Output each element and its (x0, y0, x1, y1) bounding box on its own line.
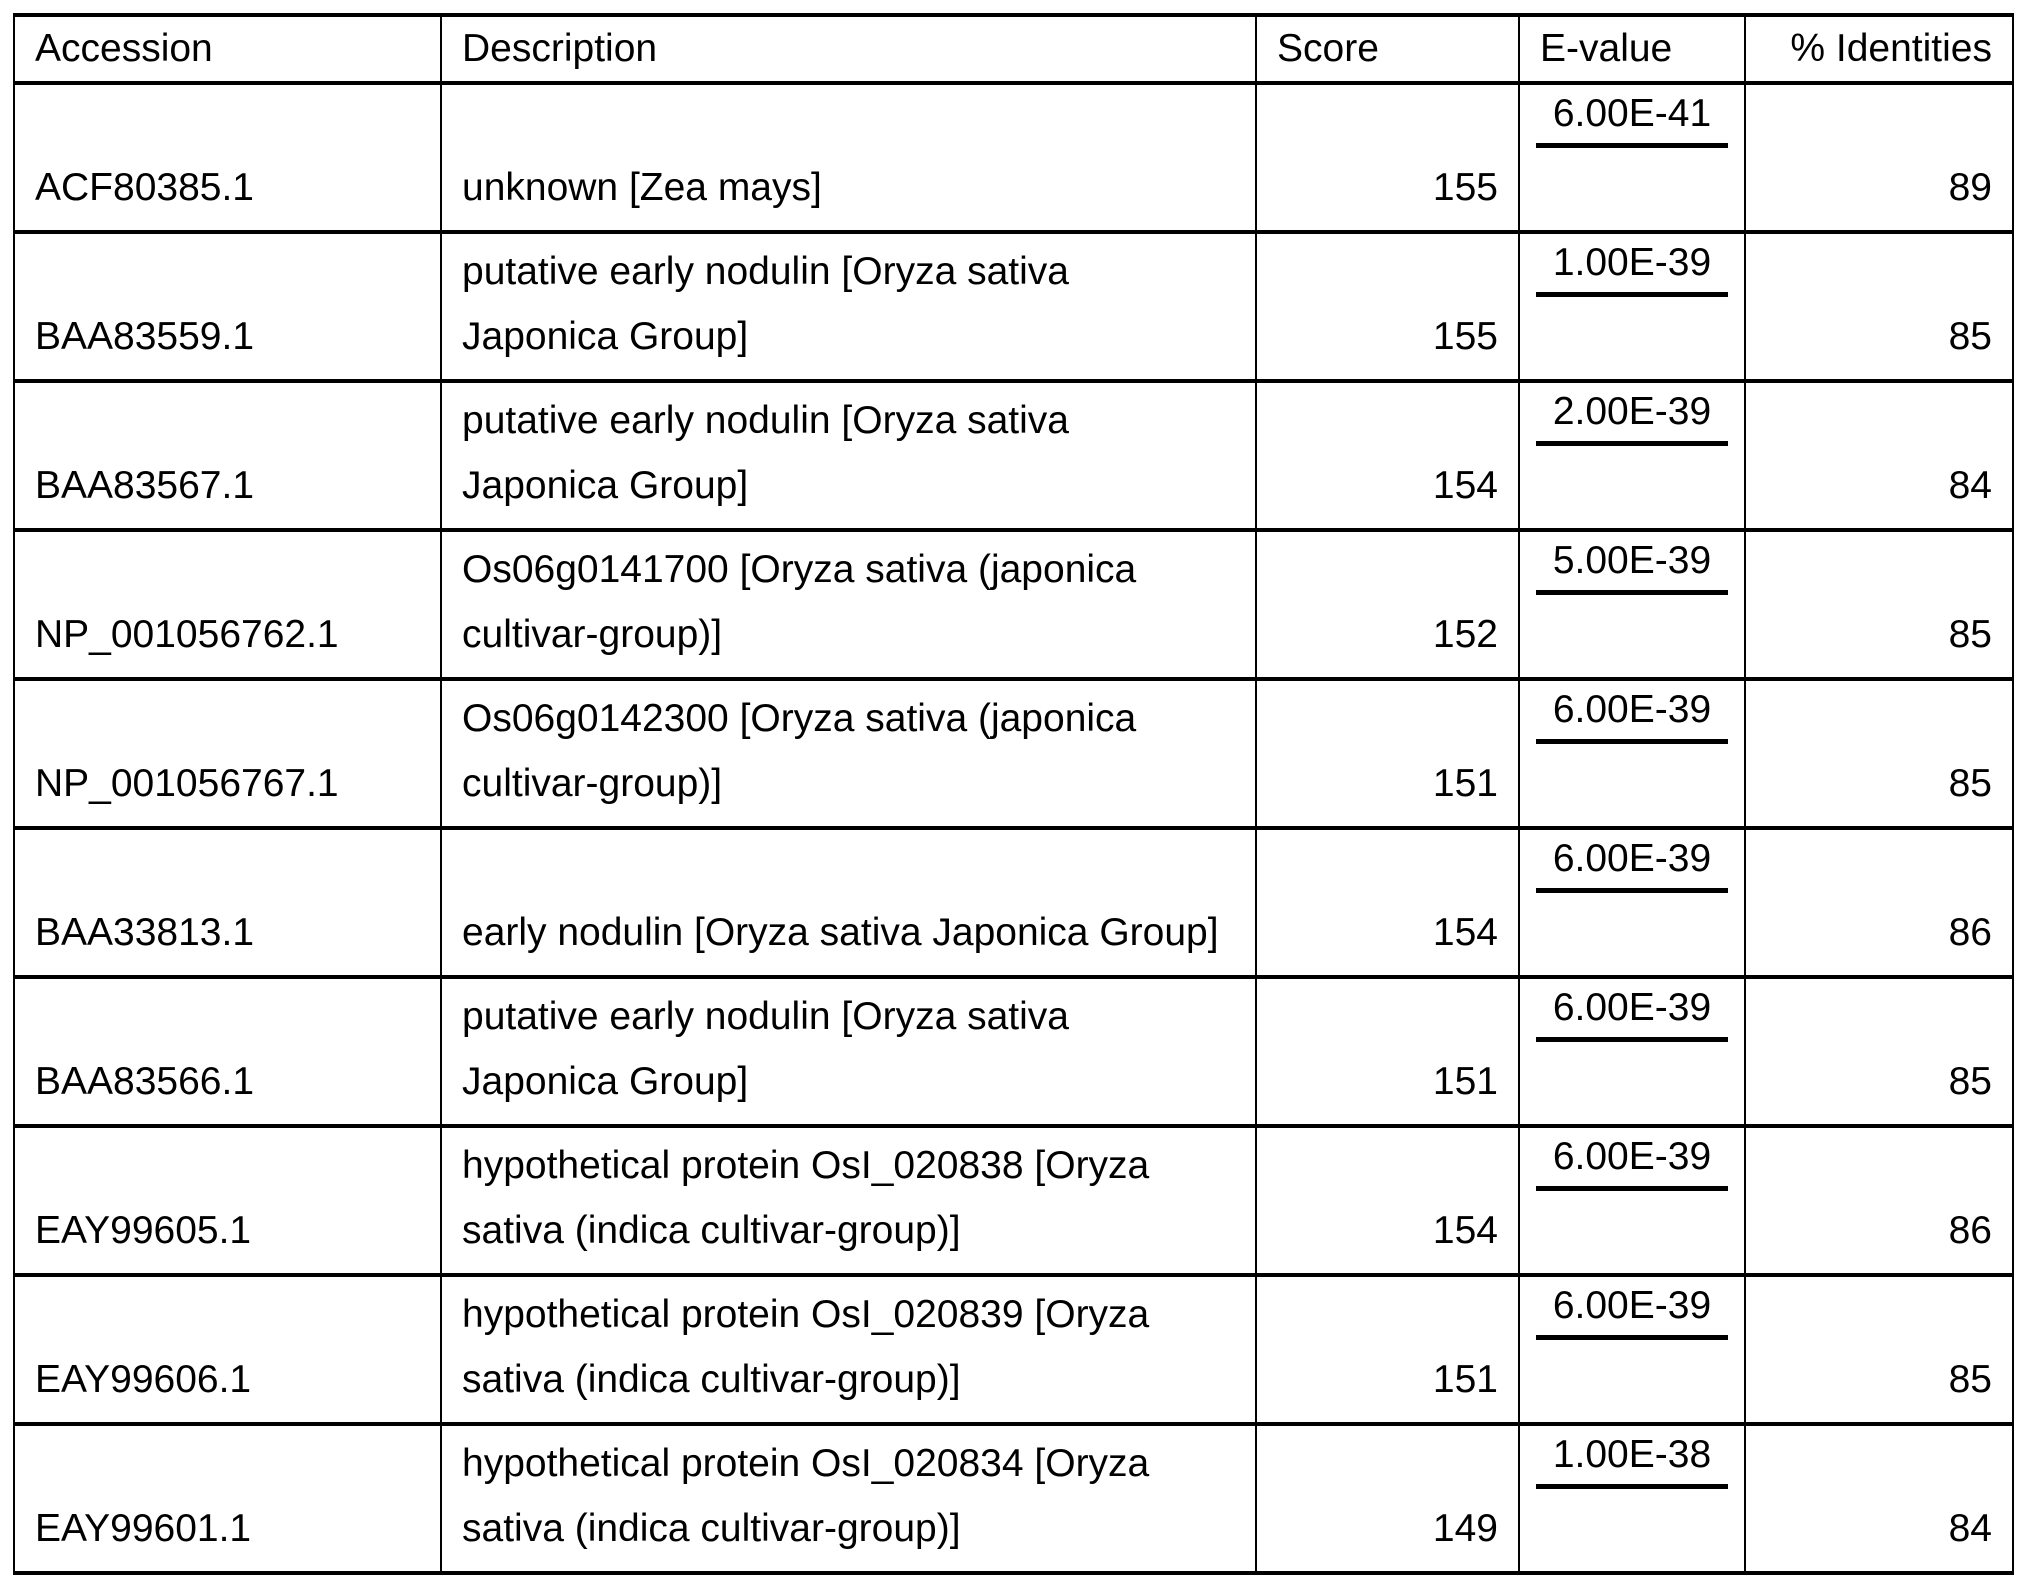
blast-results-table: Accession Description Score E-value % Id… (13, 13, 2014, 1575)
evalue-value: 5.00E-39 (1536, 532, 1728, 595)
accession-cell: BAA83559.1 (14, 232, 441, 381)
accession-cell: EAY99606.1 (14, 1275, 441, 1424)
score-cell: 151 (1256, 977, 1519, 1126)
score-cell: 151 (1256, 1275, 1519, 1424)
evalue-cell: 1.00E-38 (1519, 1424, 1745, 1573)
accession-cell: EAY99601.1 (14, 1424, 441, 1573)
evalue-cell: 6.00E-39 (1519, 1275, 1745, 1424)
identities-cell: 89 (1745, 83, 2013, 232)
evalue-cell: 6.00E-39 (1519, 1126, 1745, 1275)
accession-cell: BAA33813.1 (14, 828, 441, 977)
evalue-value: 6.00E-39 (1536, 830, 1728, 893)
evalue-value: 1.00E-38 (1536, 1426, 1728, 1489)
identities-cell: 85 (1745, 1275, 2013, 1424)
table-row: NP_001056767.1Os06g0142300 [Oryza sativa… (14, 679, 2013, 828)
score-cell: 154 (1256, 381, 1519, 530)
evalue-value: 6.00E-41 (1536, 85, 1728, 148)
score-cell: 149 (1256, 1424, 1519, 1573)
identities-cell: 85 (1745, 232, 2013, 381)
score-cell: 155 (1256, 83, 1519, 232)
evalue-value: 1.00E-39 (1536, 234, 1728, 297)
header-row: Accession Description Score E-value % Id… (14, 15, 2013, 83)
table-row: EAY99601.1hypothetical protein OsI_02083… (14, 1424, 2013, 1573)
table-row: NP_001056762.1Os06g0141700 [Oryza sativa… (14, 530, 2013, 679)
accession-cell: BAA83566.1 (14, 977, 441, 1126)
evalue-value: 6.00E-39 (1536, 1128, 1728, 1191)
description-cell: putative early nodulin [Oryza sativa Jap… (441, 977, 1256, 1126)
description-cell: hypothetical protein OsI_020838 [Oryza s… (441, 1126, 1256, 1275)
description-cell: hypothetical protein OsI_020834 [Oryza s… (441, 1424, 1256, 1573)
table-row: BAA83559.1putative early nodulin [Oryza … (14, 232, 2013, 381)
score-cell: 155 (1256, 232, 1519, 381)
score-cell: 154 (1256, 1126, 1519, 1275)
table-row: BAA33813.1early nodulin [Oryza sativa Ja… (14, 828, 2013, 977)
evalue-value: 6.00E-39 (1536, 979, 1728, 1042)
header-accession: Accession (14, 15, 441, 83)
evalue-cell: 6.00E-41 (1519, 83, 1745, 232)
score-cell: 154 (1256, 828, 1519, 977)
accession-cell: BAA83567.1 (14, 381, 441, 530)
score-cell: 152 (1256, 530, 1519, 679)
identities-cell: 85 (1745, 679, 2013, 828)
evalue-cell: 1.00E-39 (1519, 232, 1745, 381)
score-cell: 151 (1256, 679, 1519, 828)
table-row: BAA83567.1putative early nodulin [Oryza … (14, 381, 2013, 530)
header-identities: % Identities (1745, 15, 2013, 83)
description-cell: hypothetical protein OsI_020839 [Oryza s… (441, 1275, 1256, 1424)
table-row: ACF80385.1unknown [Zea mays]155 6.00E-41 8… (14, 83, 2013, 232)
table-row: BAA83566.1putative early nodulin [Oryza … (14, 977, 2013, 1126)
accession-cell: EAY99605.1 (14, 1126, 441, 1275)
description-cell: early nodulin [Oryza sativa Japonica Gro… (441, 828, 1256, 977)
evalue-value: 6.00E-39 (1536, 1277, 1728, 1340)
evalue-value: 2.00E-39 (1536, 383, 1728, 446)
description-cell: Os06g0142300 [Oryza sativa (japonica cul… (441, 679, 1256, 828)
evalue-cell: 5.00E-39 (1519, 530, 1745, 679)
identities-cell: 85 (1745, 977, 2013, 1126)
evalue-value: 6.00E-39 (1536, 681, 1728, 744)
description-cell: putative early nodulin [Oryza sativa Jap… (441, 232, 1256, 381)
description-cell: unknown [Zea mays] (441, 83, 1256, 232)
accession-cell: NP_001056767.1 (14, 679, 441, 828)
accession-cell: NP_001056762.1 (14, 530, 441, 679)
header-score: Score (1256, 15, 1519, 83)
identities-cell: 86 (1745, 1126, 2013, 1275)
evalue-cell: 6.00E-39 (1519, 977, 1745, 1126)
table-row: EAY99605.1hypothetical protein OsI_02083… (14, 1126, 2013, 1275)
header-description: Description (441, 15, 1256, 83)
identities-cell: 84 (1745, 1424, 2013, 1573)
evalue-cell: 6.00E-39 (1519, 679, 1745, 828)
evalue-cell: 2.00E-39 (1519, 381, 1745, 530)
header-evalue: E-value (1519, 15, 1745, 83)
evalue-cell: 6.00E-39 (1519, 828, 1745, 977)
description-cell: putative early nodulin [Oryza sativa Jap… (441, 381, 1256, 530)
accession-cell: ACF80385.1 (14, 83, 441, 232)
identities-cell: 86 (1745, 828, 2013, 977)
identities-cell: 85 (1745, 530, 2013, 679)
table-row: EAY99606.1hypothetical protein OsI_02083… (14, 1275, 2013, 1424)
identities-cell: 84 (1745, 381, 2013, 530)
description-cell: Os06g0141700 [Oryza sativa (japonica cul… (441, 530, 1256, 679)
